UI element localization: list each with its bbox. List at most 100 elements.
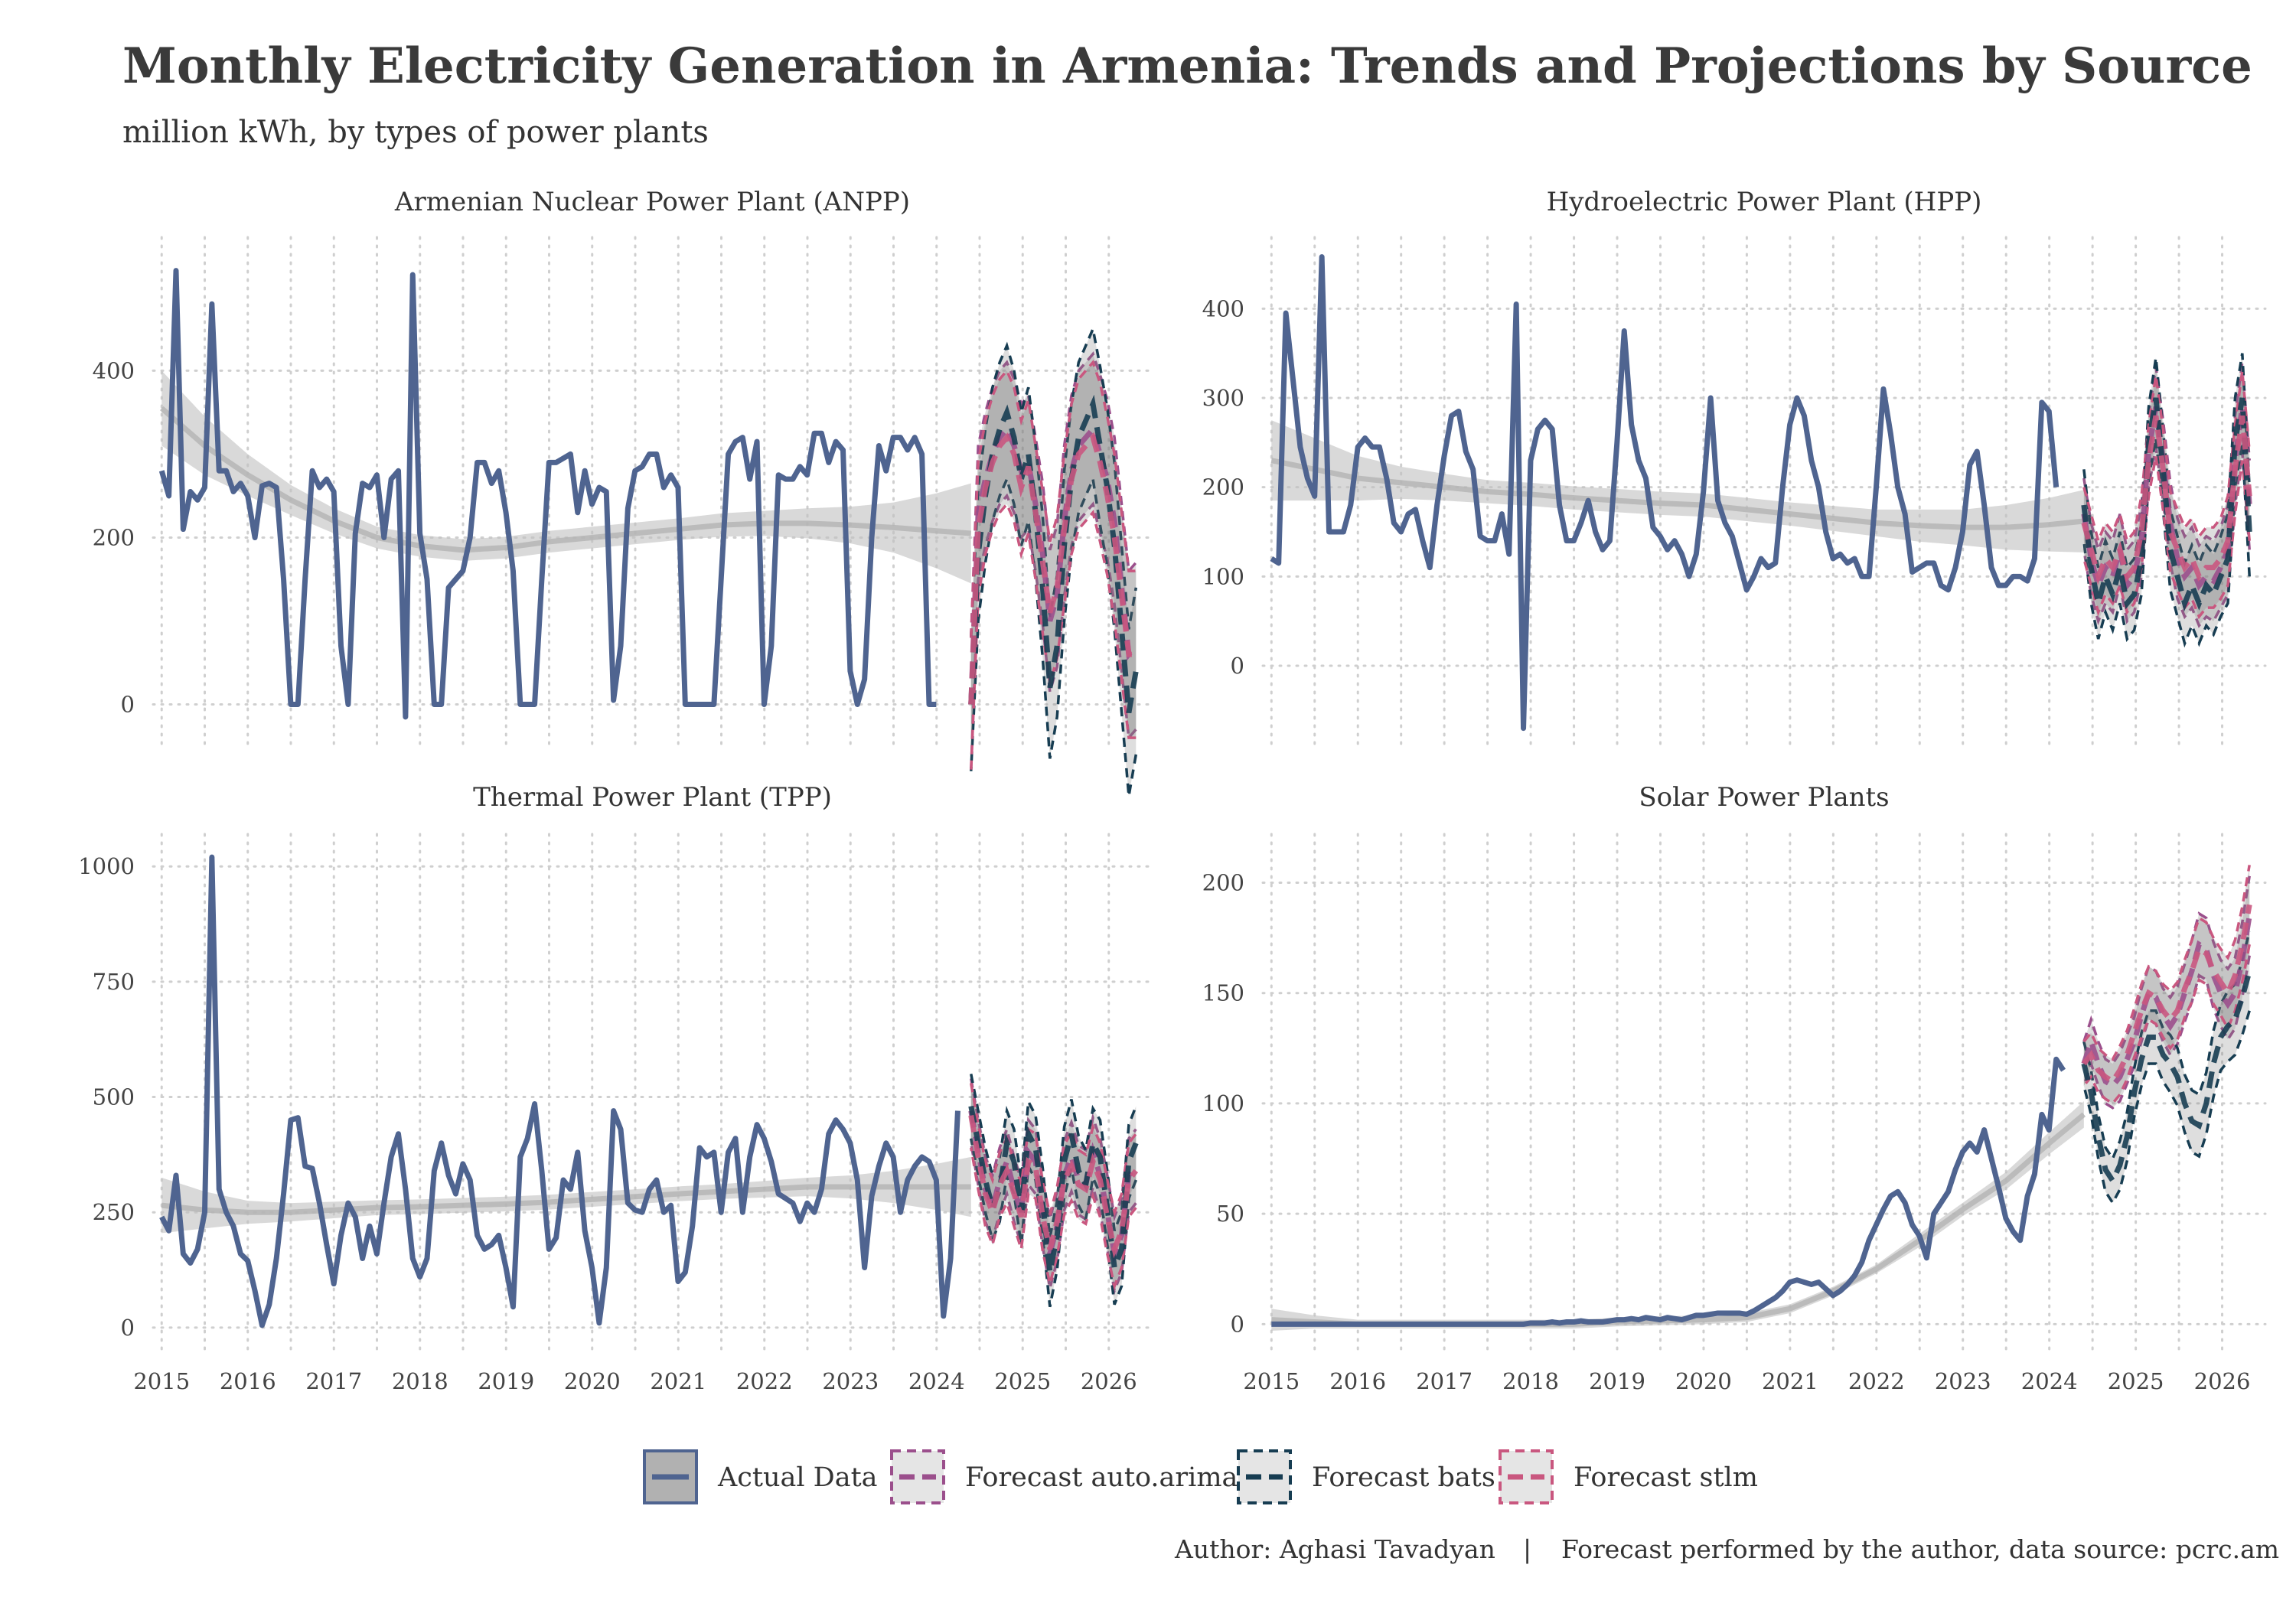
- y-tick-label: 400: [93, 357, 135, 383]
- x-tick-label: 2026: [1081, 1368, 1137, 1394]
- forecast-lower-stlm: [970, 501, 1137, 771]
- x-tick-label: 2016: [220, 1368, 276, 1394]
- x-tick-label: 2016: [1329, 1368, 1386, 1394]
- legend-item: Forecast auto.arima: [890, 1449, 1238, 1504]
- x-tick-label: 2025: [994, 1368, 1051, 1394]
- forecast-line-stlm: [2081, 415, 2252, 585]
- y-tick-label: 200: [1202, 869, 1244, 895]
- forecast-lower-auto-arima: [2082, 955, 2251, 1110]
- forecast-upper-auto-arima: [970, 351, 1137, 638]
- facet-panel: Thermal Power Plant (TPP) 2015 2016 2017 201…: [78, 782, 1153, 1394]
- legend-label: Forecast auto.arima: [965, 1462, 1238, 1493]
- legend-item: Forecast stlm: [1499, 1449, 1758, 1504]
- chart-title: Monthly Electricity Generation in Armeni…: [122, 37, 2252, 95]
- facet-panel: Solar Power Plants 2015 2016 2017 2018 2019 20…: [1202, 782, 2267, 1394]
- forecast-line-auto-arima: [2081, 915, 2252, 1090]
- chart-subtitle: million kWh, by types of power plants: [122, 115, 709, 150]
- legend-item: Actual Data: [643, 1449, 878, 1504]
- forecast-upper-stlm: [970, 360, 1137, 638]
- trend-line: [161, 1184, 971, 1215]
- forecast-band-stlm: [970, 362, 1137, 771]
- forecast-upper-stlm: [2082, 865, 2251, 1061]
- forecast-line-stlm: [968, 1115, 1139, 1259]
- y-tick-label: 100: [1202, 563, 1244, 589]
- forecast-lower-stlm: [2082, 455, 2251, 620]
- forecast-band-auto-arima: [2083, 875, 2250, 1108]
- legend-label: Forecast stlm: [1574, 1462, 1758, 1493]
- x-tick-label: 2015: [133, 1368, 190, 1394]
- forecast-line-stlm: [2082, 904, 2252, 1085]
- trend-line: [1270, 458, 2085, 530]
- x-tick-label: 2017: [1416, 1368, 1473, 1394]
- trend-confidence-band: [1271, 420, 2084, 553]
- forecast-upper-bats: [2082, 353, 2251, 571]
- forecast-band-stlm: [2083, 865, 2250, 1103]
- caption-source: Forecast performed by the author, data s…: [1561, 1534, 2279, 1564]
- forecast-upper-auto-arima: [2082, 875, 2251, 1066]
- forecast-upper-auto-arima: [2082, 362, 2251, 554]
- y-tick-label: 500: [93, 1084, 135, 1110]
- forecast-band-stlm: [970, 1083, 1137, 1286]
- x-tick-label: 2022: [736, 1368, 793, 1394]
- forecast-line-bats: [2081, 970, 2252, 1187]
- y-tick-label: 750: [93, 969, 135, 995]
- legend: Actual Data Forecast auto.arima Forecast b…: [643, 1449, 1758, 1504]
- forecast-band-auto-arima: [970, 1078, 1137, 1291]
- x-tick-label: 2021: [650, 1368, 706, 1394]
- x-tick-label: 2018: [1502, 1368, 1559, 1394]
- x-tick-label: 2015: [1243, 1368, 1300, 1394]
- x-tick-label: 2024: [908, 1368, 965, 1394]
- facet-title: Thermal Power Plant (TPP): [473, 782, 832, 813]
- actual-data-line: [158, 268, 937, 720]
- y-tick-label: 50: [1216, 1201, 1244, 1227]
- legend-label: Actual Data: [717, 1462, 878, 1493]
- y-tick-label: 250: [93, 1199, 135, 1225]
- y-tick-label: 0: [1231, 1311, 1244, 1337]
- y-tick-label: 100: [1202, 1090, 1244, 1116]
- forecast-line-bats: [968, 394, 1139, 713]
- facet-title: Solar Power Plants: [1639, 782, 1889, 813]
- facet-title: Armenian Nuclear Power Plant (ANPP): [394, 187, 910, 217]
- legend-label: Forecast bats: [1312, 1462, 1495, 1493]
- forecast-lower-stlm: [970, 1147, 1137, 1291]
- x-tick-label: 2019: [1589, 1368, 1645, 1394]
- y-tick-label: 400: [1202, 295, 1244, 321]
- x-tick-label: 2024: [2021, 1368, 2078, 1394]
- x-tick-label: 2020: [564, 1368, 621, 1394]
- y-tick-label: 0: [1231, 653, 1244, 679]
- y-tick-label: 0: [121, 691, 135, 717]
- y-tick-label: 200: [93, 524, 135, 550]
- trend-confidence-band: [161, 1156, 971, 1234]
- y-tick-label: 200: [1202, 474, 1244, 500]
- facet-panel: Hydroelectric Power Plant (HPP) 0 100 200 30…: [1202, 187, 2267, 748]
- actual-data-line: [159, 854, 960, 1328]
- x-tick-label: 2018: [392, 1368, 448, 1394]
- x-tick-label: 2025: [2108, 1368, 2164, 1394]
- x-tick-label: 2021: [1762, 1368, 1818, 1394]
- forecast-lower-stlm: [2082, 944, 2251, 1106]
- facet-panel: Armenian Nuclear Power Plant (ANPP) 0 200 4…: [93, 187, 1153, 797]
- forecast-upper-stlm: [2082, 370, 2251, 546]
- forecast-line-auto-arima: [2081, 406, 2252, 595]
- forecast-upper-stlm: [970, 1083, 1137, 1217]
- caption-separator: |: [1523, 1534, 1531, 1564]
- x-tick-label: 2023: [822, 1368, 879, 1394]
- forecast-line-stlm: [968, 432, 1137, 705]
- y-tick-label: 300: [1202, 385, 1244, 411]
- facet-panels: Armenian Nuclear Power Plant (ANPP) 0 200 4…: [78, 187, 2267, 1394]
- x-tick-label: 2017: [305, 1368, 362, 1394]
- x-tick-label: 2026: [2194, 1368, 2251, 1394]
- facet-title: Hydroelectric Power Plant (HPP): [1547, 187, 1982, 217]
- x-tick-label: 2023: [1935, 1368, 1991, 1394]
- forecast-lower-bats: [2082, 1010, 2251, 1206]
- actual-data-line: [1271, 1056, 2066, 1327]
- caption-author: Author: Aghasi Tavadyan: [1174, 1534, 1495, 1564]
- legend-item: Forecast bats: [1237, 1449, 1495, 1504]
- y-tick-label: 0: [121, 1315, 135, 1341]
- y-tick-label: 150: [1202, 980, 1244, 1006]
- x-tick-label: 2020: [1675, 1368, 1732, 1394]
- y-tick-label: 1000: [78, 853, 135, 879]
- actual-data-line: [1270, 254, 2060, 732]
- x-tick-label: 2019: [478, 1368, 534, 1394]
